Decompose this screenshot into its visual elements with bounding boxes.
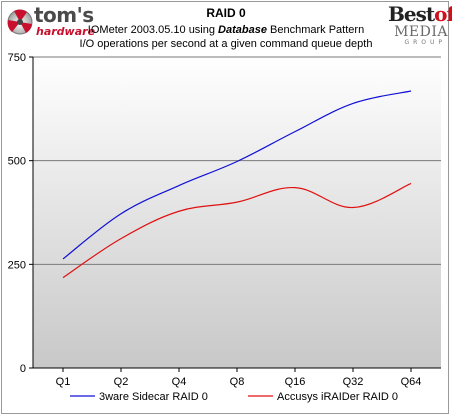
x-tick-label: Q8 [230, 376, 245, 388]
y-tick-label: 250 [8, 259, 26, 271]
series-line-1 [62, 90, 412, 260]
x-axis-ticks: Q1 Q2 Q4 Q8 Q16 Q32 Q64 [56, 368, 422, 388]
legend-label-2: Accusys iRAIDer RAID 0 [277, 391, 398, 403]
chart-subtitle-2: I/O operations per second at a given com… [79, 38, 373, 50]
chart-title: RAID 0 [206, 6, 246, 20]
y-tick-label: 0 [20, 363, 26, 375]
x-tick-label: Q4 [172, 376, 187, 388]
logo-best: Best [388, 2, 435, 26]
subtitle-emphasis: Database [218, 24, 267, 36]
subtitle-suffix: Benchmark Pattern [266, 24, 365, 36]
legend-label-1: 3ware Sidecar RAID 0 [99, 391, 208, 403]
gridlines [33, 56, 441, 265]
logo-of: of [434, 2, 452, 26]
x-tick-label: Q1 [56, 376, 71, 388]
y-tick-label: 750 [8, 52, 26, 64]
series-lines [62, 90, 412, 279]
legend: 3ware Sidecar RAID 0 Accusys iRAIDer RAID… [70, 391, 398, 403]
subtitle-prefix: IOMeter 2003.05.10 using [87, 24, 219, 36]
y-tick-label: 500 [8, 156, 26, 168]
x-tick-label: Q16 [285, 376, 306, 388]
plot-area [33, 57, 441, 368]
x-tick-label: Q32 [343, 376, 364, 388]
best-of-media-logo: Bestof MEDIA GROUP [388, 2, 452, 49]
toms-hardware-logo: tom's hardware [6, 3, 95, 43]
x-tick-label: Q2 [114, 376, 129, 388]
y-axis-ticks: 0 250 500 750 [8, 52, 33, 375]
logo-group: GROUP [404, 39, 446, 46]
logo-best-text: Bestof [388, 2, 452, 26]
logo-subword: hardware [36, 25, 96, 38]
logo-fan-icon [7, 9, 33, 35]
logo-media: MEDIA [394, 24, 448, 40]
chart-subtitle: IOMeter 2003.05.10 using Database Benchm… [0, 24, 452, 36]
logo-word: tom's [34, 3, 94, 27]
series-line-2 [62, 182, 412, 279]
x-tick-label: Q64 [401, 376, 422, 388]
